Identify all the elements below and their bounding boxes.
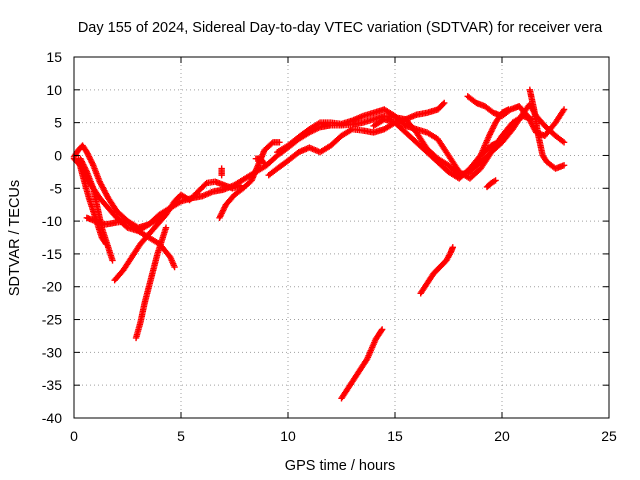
data-points: [70, 86, 568, 402]
data-point: [378, 326, 386, 333]
x-tick-label: 0: [70, 428, 78, 444]
series-arc-s: [338, 326, 386, 402]
data-point: [505, 106, 512, 113]
data-point: [171, 263, 178, 271]
data-point: [449, 244, 456, 251]
series-arc-i: [216, 139, 283, 222]
data-point: [218, 171, 225, 179]
series-arc-g: [132, 224, 170, 342]
series-arc-o: [526, 86, 568, 172]
data-point: [162, 224, 170, 231]
series-arc-q: [483, 177, 499, 191]
x-tick-label: 10: [280, 428, 296, 444]
data-point: [560, 162, 568, 169]
data-point: [490, 178, 498, 185]
y-tick-label: -20: [42, 279, 62, 295]
y-tick-label: -5: [50, 180, 63, 196]
data-point: [492, 177, 499, 184]
data-point: [261, 160, 268, 167]
y-tick-label: 10: [46, 82, 62, 98]
y-tick-label: 5: [54, 115, 62, 131]
axes: 0 5 10 15 20 25 15 10 5 0 -5 -10 -15 -20 -25 -30 -35 -40: [42, 49, 617, 444]
data-point: [560, 139, 568, 146]
y-tick-label: -35: [42, 377, 62, 393]
data-point: [378, 327, 385, 334]
x-axis-label: GPS time / hours: [285, 458, 395, 474]
data-point: [559, 138, 566, 145]
x-tick-label: 5: [177, 428, 185, 444]
x-tick-label: 25: [601, 428, 617, 444]
series-arc-j: [252, 155, 268, 167]
plot-frame: [73, 56, 610, 419]
data-point: [102, 239, 109, 246]
series-arc-r: [417, 244, 456, 297]
series-arc-h: [218, 165, 225, 179]
y-tick-label: -30: [42, 344, 62, 360]
y-tick-label: 15: [46, 49, 62, 65]
y-tick-label: -25: [42, 312, 62, 328]
data-point: [260, 158, 267, 166]
data-point: [441, 99, 448, 107]
chart-title: Day 155 of 2024, Sidereal Day-to-day VTE…: [78, 20, 603, 36]
y-axis-label: SDTVAR / TECUs: [7, 180, 23, 296]
data-point: [439, 100, 447, 108]
y-tick-label: -15: [42, 246, 62, 262]
series-arc-d: [75, 155, 110, 248]
data-point: [102, 240, 110, 248]
data-point: [109, 257, 116, 264]
y-tick-label: -40: [42, 410, 62, 426]
series-arc-f: [111, 178, 245, 284]
data-point: [560, 106, 568, 113]
series-arc-l: [274, 106, 536, 182]
x-tick-label: 15: [387, 428, 403, 444]
y-tick-label: 0: [54, 147, 62, 163]
data-point: [494, 139, 501, 146]
y-tick-label: -10: [42, 213, 62, 229]
x-tick-label: 20: [494, 428, 510, 444]
data-point: [276, 139, 283, 146]
series-arc-p: [466, 106, 512, 176]
